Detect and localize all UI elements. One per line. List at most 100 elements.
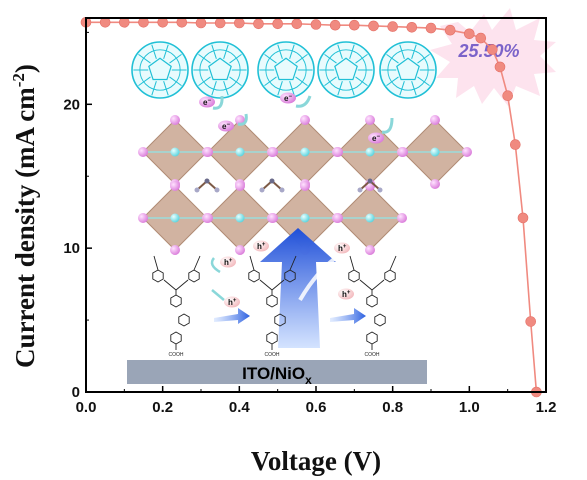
cation-atom xyxy=(194,187,200,193)
electron-transfer-arrow xyxy=(295,95,312,108)
x-site-ion xyxy=(300,181,310,191)
carrier-label: h+ xyxy=(257,242,266,251)
hole-transfer-arrow xyxy=(210,257,221,274)
x-site-ion xyxy=(462,147,472,157)
c60-molecule xyxy=(257,41,315,99)
benzene-ring xyxy=(178,313,190,327)
charge-carrier: h+ xyxy=(338,288,354,300)
benzene-ring xyxy=(384,269,396,283)
y-tick-label: 20 xyxy=(63,96,80,113)
c60-edge xyxy=(399,44,405,59)
substrate-label-sub: x xyxy=(305,373,312,387)
alkoxy-chain xyxy=(153,255,159,271)
carrier-label: h+ xyxy=(338,244,347,253)
b-site-ion xyxy=(170,213,180,223)
alkoxy-chain xyxy=(289,255,297,271)
c60-edge xyxy=(289,44,295,59)
organic-cation xyxy=(357,178,383,193)
x-tick-label: 0.0 xyxy=(76,399,97,416)
b-site-ion xyxy=(300,147,310,157)
carrier-sign: + xyxy=(343,244,347,250)
c60-edge xyxy=(198,53,211,64)
x-site-ion xyxy=(365,115,375,125)
jv-point xyxy=(517,212,529,224)
x-site-ion xyxy=(138,213,148,223)
carrier-label: e− xyxy=(203,98,211,107)
benzene-ring xyxy=(170,294,182,308)
x-tick-label: 0.8 xyxy=(382,399,403,416)
x-site-ion xyxy=(333,213,343,223)
electron-transfer-arrow xyxy=(237,113,248,126)
carrier-letter: h xyxy=(342,290,347,299)
charge-carrier: h+ xyxy=(253,240,269,252)
x-site-ion xyxy=(333,147,343,157)
c60-edge xyxy=(386,53,399,64)
jv-point xyxy=(475,32,487,44)
carrier-ball xyxy=(280,92,296,104)
carrier-ball xyxy=(224,296,240,308)
curved-arrow xyxy=(325,270,358,302)
carrier-letter: e xyxy=(284,94,289,103)
cooh-label: COOH xyxy=(169,352,184,358)
c60-edge xyxy=(169,76,182,87)
c60-edge xyxy=(211,81,217,96)
c60-edge xyxy=(417,53,430,64)
bond xyxy=(175,279,189,291)
c60-edge xyxy=(151,81,157,96)
alkoxy-chain xyxy=(389,255,397,271)
b-site-ion xyxy=(365,147,375,157)
charge-carrier: e− xyxy=(368,132,384,144)
carrier-sign: − xyxy=(226,122,230,128)
cation-atom xyxy=(357,187,363,193)
carrier-letter: h xyxy=(338,244,343,253)
carrier-sign: − xyxy=(376,134,380,140)
x-site-ion xyxy=(170,181,180,191)
jv-point xyxy=(494,61,506,73)
c60-edge xyxy=(289,81,295,96)
c60-edge xyxy=(399,81,405,96)
c60-edge xyxy=(163,81,169,96)
x-tick-label: 0.4 xyxy=(229,399,251,416)
x-tick-label: 0.2 xyxy=(152,399,173,416)
carrier-sign: + xyxy=(229,258,233,264)
charge-carrier: e− xyxy=(280,92,296,104)
electron-transfer-arrow xyxy=(212,95,224,110)
y-axis-label-main: Current density (mA cm xyxy=(10,87,40,368)
c60-edge xyxy=(169,53,182,64)
axes: 0.0 0.2 0.4 0.6 0.8 1.0 1.2 0 10 20 xyxy=(63,17,556,416)
pce-badge: 25.50% xyxy=(430,8,556,106)
substrate-bar xyxy=(127,360,427,384)
alkoxy-chain xyxy=(249,255,255,271)
c60-molecule xyxy=(317,41,375,99)
benzene-ring xyxy=(266,294,278,308)
carrier-ball xyxy=(199,96,215,108)
x-tick-label: 0.6 xyxy=(306,399,327,416)
x-site-ion xyxy=(268,213,278,223)
c60-edge xyxy=(229,53,242,64)
benzene-ring xyxy=(284,269,296,283)
b-site-ion xyxy=(365,213,375,223)
bond xyxy=(271,279,285,291)
x-site-ion xyxy=(430,179,440,189)
c60-ring xyxy=(325,49,367,91)
cation-atom xyxy=(204,178,210,184)
alkoxy-chain xyxy=(193,255,201,271)
x-site-ion xyxy=(430,115,440,125)
charge-carrier: e− xyxy=(218,120,234,132)
b-site-ion xyxy=(170,147,180,157)
c60-face xyxy=(208,57,232,81)
c60-face xyxy=(274,57,298,81)
c60-molecule xyxy=(379,41,437,99)
side-arrow-left xyxy=(214,308,250,324)
carrier-letter: e xyxy=(222,122,227,131)
jv-point xyxy=(253,18,264,30)
benzene-ring xyxy=(366,331,378,345)
carrier-label: h+ xyxy=(224,258,233,267)
c60-edge xyxy=(264,76,277,87)
jv-point xyxy=(329,19,341,31)
x-site-ion xyxy=(235,245,245,255)
carrier-label: e− xyxy=(222,122,230,131)
y-tick-label: 0 xyxy=(72,384,80,401)
carrier-letter: h xyxy=(224,258,229,267)
